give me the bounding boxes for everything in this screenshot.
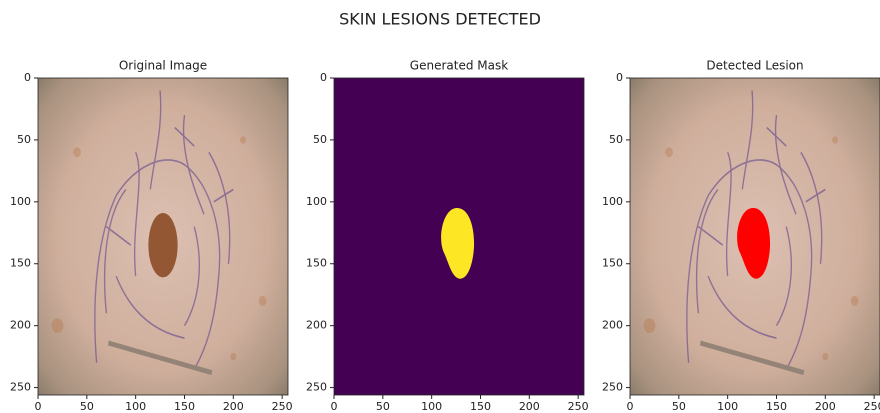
x-tick-label: 250	[864, 400, 880, 413]
axes-title: Original Image	[119, 59, 207, 73]
y-tick-label: 250	[306, 381, 327, 394]
x-tick-label: 150	[470, 400, 491, 413]
axes-title: Generated Mask	[410, 59, 508, 73]
x-tick-label: 200	[223, 400, 244, 413]
y-tick-label: 50	[17, 133, 31, 146]
x-tick-label: 150	[174, 400, 195, 413]
y-tick-label: 0	[616, 71, 623, 84]
y-tick-label: 200	[10, 319, 31, 332]
y-tick-label: 0	[24, 71, 31, 84]
x-tick-label: 0	[627, 400, 634, 413]
y-tick-label: 150	[306, 257, 327, 270]
x-tick-label: 200	[519, 400, 540, 413]
figure: SKIN LESIONS DETECTED Original Image 0 50 1…	[0, 0, 880, 413]
x-tick-label: 250	[272, 400, 293, 413]
x-tick-label: 150	[766, 400, 787, 413]
figure-title: SKIN LESIONS DETECTED	[339, 10, 541, 29]
y-tick-label: 50	[313, 133, 327, 146]
x-tick-label: 100	[717, 400, 738, 413]
y-tick-label: 150	[602, 257, 623, 270]
mask-image	[334, 78, 584, 395]
y-tick-label: 0	[320, 71, 327, 84]
y-tick-label: 100	[306, 195, 327, 208]
y-tick-label: 250	[10, 381, 31, 394]
y-tick-label: 50	[609, 133, 623, 146]
y-tick-label: 250	[602, 381, 623, 394]
y-tick-label: 100	[10, 195, 31, 208]
detected-image	[630, 78, 880, 395]
y-tick-label: 100	[602, 195, 623, 208]
x-tick-label: 0	[35, 400, 42, 413]
x-tick-label: 50	[672, 400, 686, 413]
x-tick-label: 50	[376, 400, 390, 413]
y-tick-label: 150	[10, 257, 31, 270]
axes-title: Detected Lesion	[706, 59, 803, 73]
y-tick-label: 200	[306, 319, 327, 332]
x-tick-label: 200	[815, 400, 836, 413]
x-tick-label: 100	[125, 400, 146, 413]
x-tick-label: 100	[421, 400, 442, 413]
x-tick-label: 250	[568, 400, 589, 413]
y-tick-label: 200	[602, 319, 623, 332]
original-image	[38, 78, 288, 395]
x-tick-label: 0	[331, 400, 338, 413]
x-tick-label: 50	[80, 400, 94, 413]
